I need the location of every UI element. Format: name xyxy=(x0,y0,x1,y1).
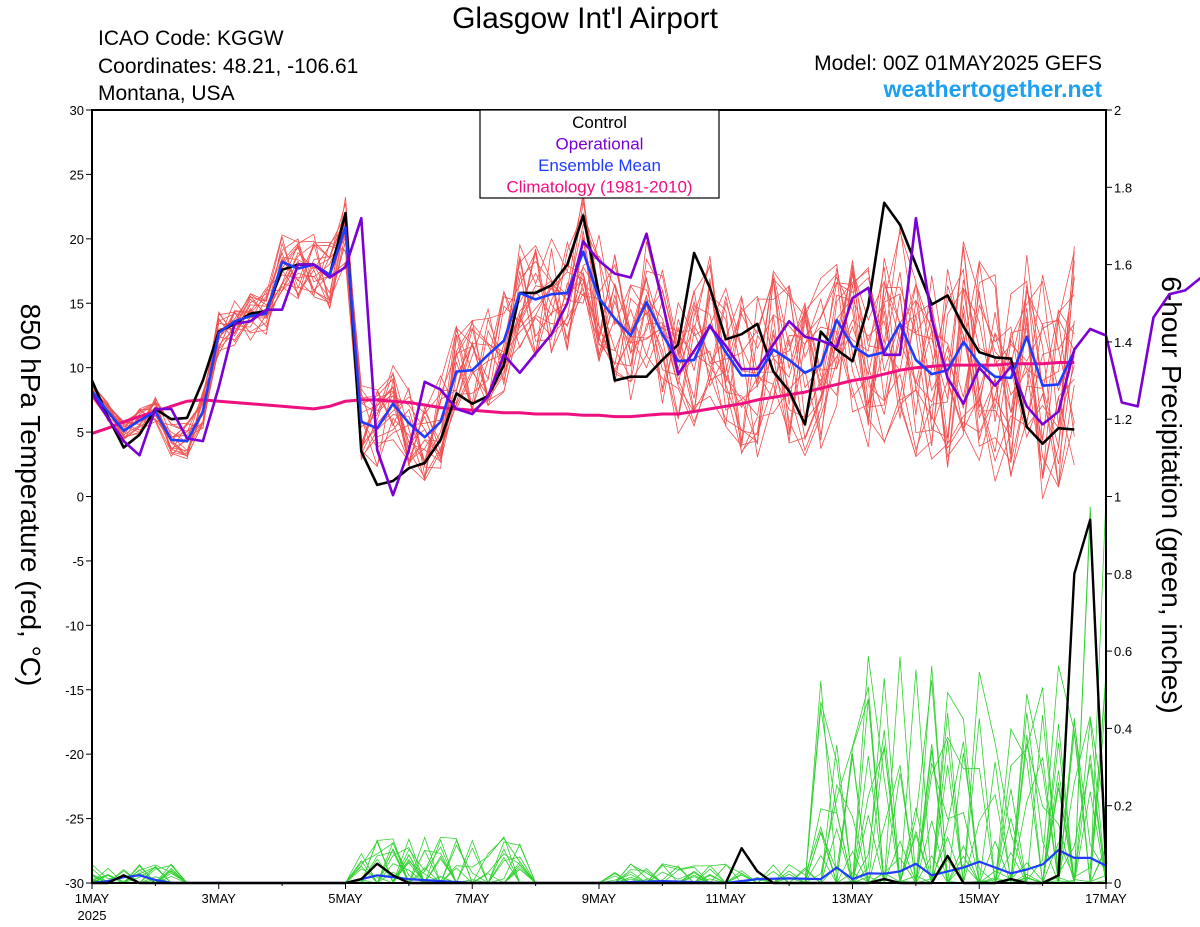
y2-tick-label: 0 xyxy=(1114,876,1121,891)
precip-member-line xyxy=(91,496,1107,885)
x-tick-label: 11MAY xyxy=(705,891,746,906)
legend-climatology: Climatology (1981-2010) xyxy=(506,178,692,197)
coordinates: Coordinates: 48.21, -106.61 xyxy=(98,55,359,78)
precip-member-line xyxy=(91,743,1107,884)
ensemble-member-line xyxy=(91,232,1075,479)
y-tick-label: -10 xyxy=(65,618,84,633)
y2-tick-label: 0.2 xyxy=(1114,799,1132,814)
y2-tick-label: 2 xyxy=(1114,103,1121,118)
site-link[interactable]: weathertogether.net xyxy=(883,76,1102,102)
x-tick-year-label: 2025 xyxy=(78,908,107,923)
page-title: Glasgow Int'l Airport xyxy=(452,2,718,35)
y2-tick-label: 1.6 xyxy=(1114,258,1132,273)
model-run: Model: 00Z 01MAY2025 GEFS xyxy=(814,52,1102,75)
y-tick-label: -15 xyxy=(65,683,84,698)
x-tick-label: 13MAY xyxy=(832,891,874,906)
ensemble-member-line xyxy=(91,202,1075,474)
ensemble-mean-line xyxy=(90,225,1076,443)
x-tick-label: 17MAY xyxy=(1085,891,1127,906)
y-tick-label: 10 xyxy=(70,361,84,376)
plot-frame xyxy=(91,109,1107,884)
legend-box xyxy=(479,109,720,199)
y2-tick-label: 0.4 xyxy=(1114,721,1132,736)
y-tick-label: -5 xyxy=(72,554,84,569)
precip-member-line xyxy=(91,656,1106,884)
precip-member-line xyxy=(91,506,1107,884)
ensemble-member-line xyxy=(91,233,1075,482)
y-tick-label: 30 xyxy=(70,103,84,118)
control-line xyxy=(90,201,1075,487)
y2-tick-label: 0.8 xyxy=(1114,567,1132,582)
ensemble-member-line xyxy=(91,215,1075,474)
x-tick-label: 9MAY xyxy=(582,891,617,906)
legend-operational: Operational xyxy=(556,135,644,154)
y2-tick-label: 1.4 xyxy=(1114,335,1132,350)
ensemble-member-line xyxy=(91,211,1075,500)
ensemble-member-line xyxy=(91,221,1075,462)
y-tick-label: 0 xyxy=(77,490,84,505)
precip-member-line xyxy=(92,724,1106,884)
precip-member-line xyxy=(91,687,1107,884)
y-tick-label: -20 xyxy=(65,747,84,762)
precip-member-line xyxy=(91,656,1107,885)
ensemble-member-line xyxy=(91,230,1075,482)
y-tick-label: -25 xyxy=(65,812,84,827)
region: Montana, USA xyxy=(98,82,235,105)
y-tick-label: 5 xyxy=(77,425,84,440)
legend-ensemble-mean: Ensemble Mean xyxy=(538,156,661,175)
y-tick-label: 25 xyxy=(70,167,84,182)
y-tick-label: 15 xyxy=(70,296,84,311)
climatology-line xyxy=(91,361,1075,435)
y2-tick-label: 1 xyxy=(1114,490,1121,505)
x-tick-label: 1MAY xyxy=(75,891,110,906)
y2-tick-label: 1.2 xyxy=(1114,412,1132,427)
precip-member-line xyxy=(91,665,1107,884)
ensemble-member-line xyxy=(91,217,1075,477)
y-tick-label: -30 xyxy=(65,876,84,891)
x-tick-label: 15MAY xyxy=(958,891,1000,906)
operational-line xyxy=(90,216,1200,497)
y2-tick-label: 1.8 xyxy=(1114,180,1132,195)
legend-control: Control xyxy=(572,113,627,132)
icao-code: ICAO Code: KGGW xyxy=(98,27,284,50)
x-tick-label: 7MAY xyxy=(455,891,490,906)
x-tick-label: 5MAY xyxy=(328,891,363,906)
precip-member-line xyxy=(92,719,1107,884)
ensemble-member-line xyxy=(91,226,1075,462)
x-tick-label: 3MAY xyxy=(202,891,237,906)
y-tick-label: 20 xyxy=(70,232,84,247)
y2-tick-label: 0.6 xyxy=(1114,644,1132,659)
ensemble-member-line xyxy=(91,227,1075,463)
